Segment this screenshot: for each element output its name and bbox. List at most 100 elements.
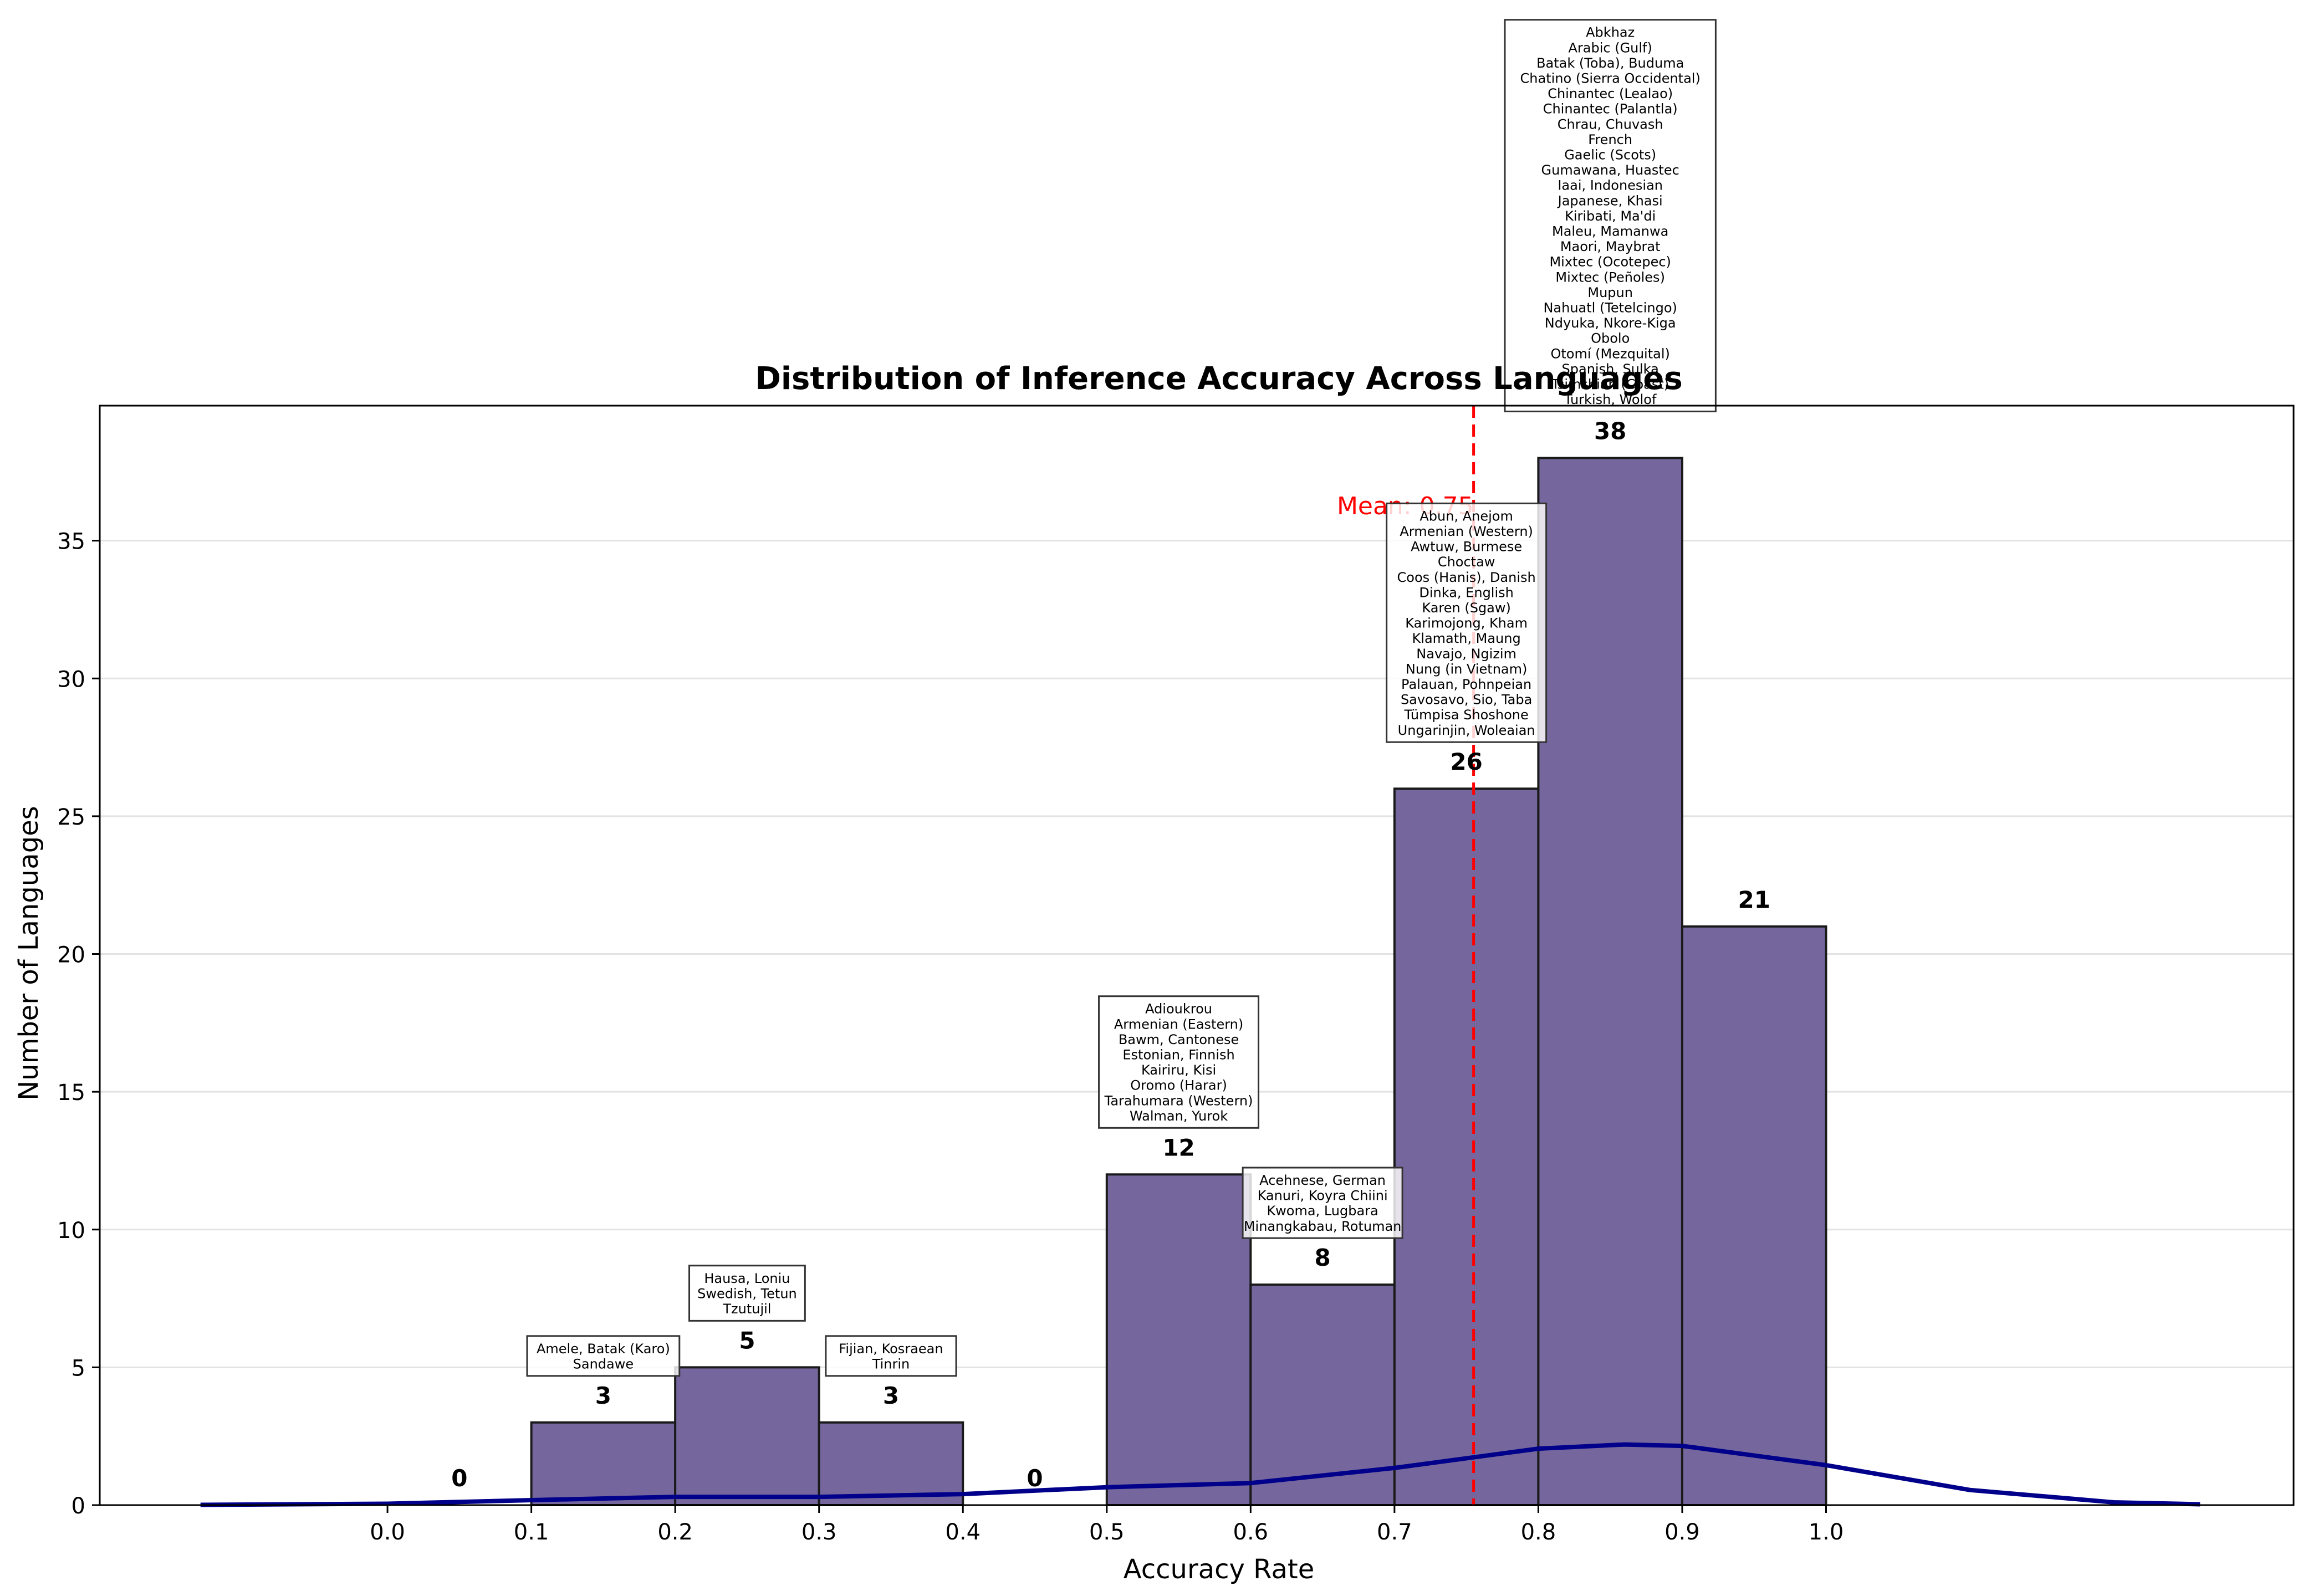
histogram-bar xyxy=(530,1421,677,1507)
language-list-entry: Turkish, Wolof xyxy=(1564,392,1657,407)
language-list-entry: Estonian, Finnish xyxy=(1122,1047,1234,1063)
language-list-entry: Abkhaz xyxy=(1586,25,1635,40)
y-tick-label: 5 xyxy=(72,1355,85,1381)
histogram-bar xyxy=(1105,1173,1252,1507)
language-list-entry: Kiribati, Ma'di xyxy=(1565,208,1656,224)
language-list-entry: Iaai, Indonesian xyxy=(1558,178,1663,193)
language-list-entry: Bawm, Cantonese xyxy=(1119,1032,1239,1047)
language-list-entry: Chatino (Sierra Occidental) xyxy=(1520,71,1701,86)
language-list-entry: Mixtec (Peñoles) xyxy=(1555,269,1665,285)
density-curve xyxy=(200,1442,2200,1507)
bar-count-label: 5 xyxy=(739,1327,755,1354)
histogram-bar xyxy=(674,1366,820,1506)
histogram-bar xyxy=(1393,787,1540,1506)
language-list-entry: Tsimshian (Coast) xyxy=(1551,377,1669,392)
language-list-entry: Mupun xyxy=(1587,285,1633,300)
y-tick-label: 10 xyxy=(57,1218,85,1244)
language-list-entry: Adioukrou xyxy=(1145,1001,1212,1017)
language-list-entry: Armenian (Western) xyxy=(1400,524,1533,539)
language-list-entry: Choctaw xyxy=(1438,554,1495,570)
language-list-entry: Kanuri, Koyra Chiini xyxy=(1258,1188,1388,1204)
bar-count-label: 3 xyxy=(595,1382,611,1409)
bar-count-label: 21 xyxy=(1738,886,1770,913)
language-box-frame xyxy=(688,1265,806,1322)
language-list-entry: Abun, Anejom xyxy=(1419,508,1513,524)
language-list-entry: Tinrin xyxy=(872,1356,910,1372)
language-list-entry: French xyxy=(1588,132,1632,147)
language-list-entry: Dinka, English xyxy=(1419,585,1513,600)
x-tick-label: 0.5 xyxy=(1089,1520,1125,1545)
language-list-entry: Palauan, Pohnpeian xyxy=(1401,677,1531,692)
language-list-entry: Nahuatl (Tetelcingo) xyxy=(1543,300,1677,316)
language-list-entry: Gaelic (Scots) xyxy=(1564,147,1656,163)
x-tick-label: 1.0 xyxy=(1809,1520,1844,1545)
language-box-frame xyxy=(526,1335,681,1377)
language-list-entry: Chinantec (Lealao) xyxy=(1548,86,1673,101)
language-list-entry: Chinantec (Palantla) xyxy=(1543,101,1678,117)
language-list-entry: Nung (in Vietnam) xyxy=(1406,661,1528,677)
language-list-entry: Japanese, Khasi xyxy=(1557,193,1663,208)
histogram-bar xyxy=(1537,457,1683,1506)
language-list-entry: Fijian, Kosraean xyxy=(839,1341,943,1357)
x-tick-label: 0.9 xyxy=(1664,1520,1700,1545)
bar-count-label: 12 xyxy=(1162,1134,1194,1161)
plot-frame xyxy=(99,405,2295,1506)
x-axis-label: Accuracy Rate xyxy=(1124,1554,1314,1585)
language-box-frame xyxy=(1098,995,1260,1129)
y-tick-label: 35 xyxy=(57,529,85,555)
histogram-bars xyxy=(530,457,1827,1507)
language-list-entry: Awtuw, Burmese xyxy=(1411,539,1522,555)
language-list-entry: Armenian (Eastern) xyxy=(1114,1016,1243,1032)
language-list-entry: Spanish, Sulka xyxy=(1562,361,1659,377)
language-box-frame xyxy=(1242,1167,1403,1239)
x-tick-label: 0.4 xyxy=(945,1520,981,1545)
bar-count-label: 8 xyxy=(1314,1244,1330,1271)
y-axis-label: Number of Languages xyxy=(13,806,44,1101)
x-tick-label: 0.6 xyxy=(1233,1520,1269,1545)
language-list-entry: Tümpisa Shoshone xyxy=(1404,707,1529,723)
density-curve-layer xyxy=(200,1442,2200,1507)
bar-annotations: 0 3 Amele, Batak (Karo)Sandawe 5 Hausa, Loni… xyxy=(451,19,1770,1492)
language-list-entry: Swedish, Tetun xyxy=(697,1286,797,1301)
y-tick-label: 0 xyxy=(72,1493,85,1519)
language-list-entry: Tarahumara (Western) xyxy=(1104,1093,1253,1108)
language-list-entry: Acehnese, German xyxy=(1259,1173,1386,1188)
histogram-bar xyxy=(1681,925,1827,1506)
language-list-entry: Maori, Maybrat xyxy=(1560,239,1661,254)
language-list-entry: Kairiru, Kisi xyxy=(1141,1062,1216,1078)
language-list-box: Amele, Batak (Karo)Sandawe xyxy=(526,1335,681,1377)
language-list-entry: Otomí (Mezquital) xyxy=(1551,346,1670,361)
language-list-entry: Gumawana, Huastec xyxy=(1541,162,1679,178)
y-tick-label: 30 xyxy=(57,667,85,692)
bar-count-label: 38 xyxy=(1594,417,1626,444)
language-list-entry: Oromo (Harar) xyxy=(1130,1078,1227,1093)
language-list-entry: Obolo xyxy=(1591,331,1630,346)
language-box-frame xyxy=(1386,502,1548,743)
language-list-entry: Sandawe xyxy=(573,1356,634,1372)
language-list-entry: Minangkabau, Rotuman xyxy=(1244,1219,1402,1234)
language-list-entry: Kwoma, Lugbara xyxy=(1267,1203,1378,1219)
language-list-entry: Maleu, Mamanwa xyxy=(1552,224,1668,239)
y-tick-label: 25 xyxy=(57,805,85,830)
language-list-entry: Ndyuka, Nkore-Kiga xyxy=(1545,315,1676,331)
x-tick-label: 0.0 xyxy=(370,1520,405,1545)
language-box-frame xyxy=(1504,19,1717,412)
language-list-entry: Arabic (Gulf) xyxy=(1568,40,1652,55)
language-list-entry: Karen (Sgaw) xyxy=(1422,600,1511,616)
language-list-entry: Batak (Toba), Buduma xyxy=(1536,55,1684,71)
language-list-entry: Chrau, Chuvash xyxy=(1558,116,1663,132)
y-tick-label: 15 xyxy=(57,1080,85,1106)
language-list-entry: Savosavo, Sio, Taba xyxy=(1401,692,1532,708)
language-list-entry: Hausa, Loniu xyxy=(704,1271,790,1286)
x-tick-label: 0.2 xyxy=(657,1520,693,1545)
histogram-bar xyxy=(818,1421,964,1507)
language-list-entry: Mixtec (Ocotepec) xyxy=(1549,254,1671,270)
